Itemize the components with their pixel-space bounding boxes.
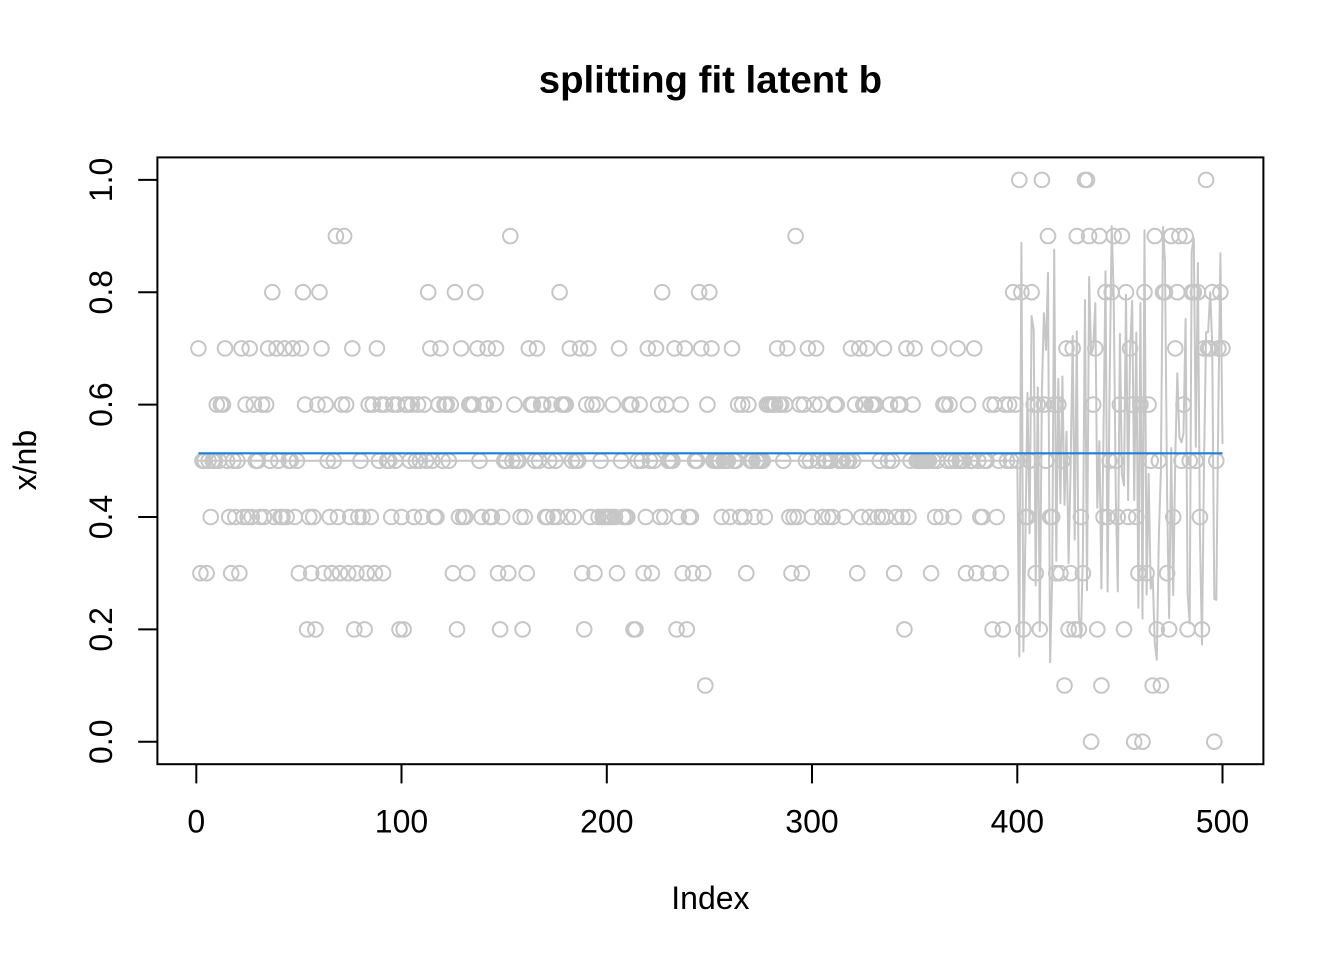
svg-text:100: 100 xyxy=(375,803,428,839)
svg-text:500: 500 xyxy=(1196,803,1249,839)
svg-text:0.4: 0.4 xyxy=(83,495,119,539)
svg-text:0: 0 xyxy=(187,803,205,839)
svg-text:200: 200 xyxy=(580,803,633,839)
svg-text:x/nb: x/nb xyxy=(7,430,43,490)
svg-text:0.2: 0.2 xyxy=(83,607,119,651)
svg-text:0.8: 0.8 xyxy=(83,270,119,314)
svg-text:1.0: 1.0 xyxy=(83,158,119,202)
svg-text:300: 300 xyxy=(785,803,838,839)
svg-text:0.6: 0.6 xyxy=(83,382,119,426)
svg-text:splitting fit latent b: splitting fit latent b xyxy=(539,58,882,101)
svg-text:Index: Index xyxy=(671,880,749,916)
svg-text:0.0: 0.0 xyxy=(83,719,119,763)
svg-text:400: 400 xyxy=(991,803,1044,839)
